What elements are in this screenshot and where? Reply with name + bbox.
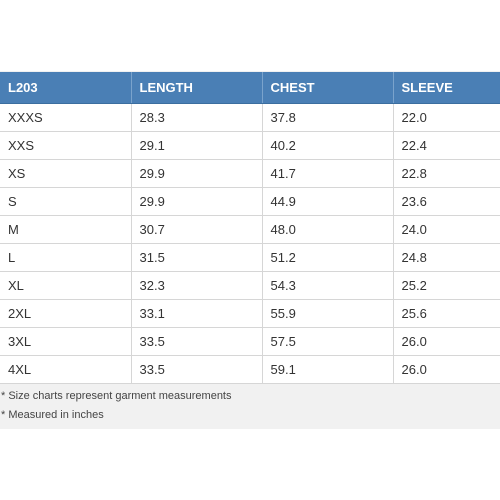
size-cell: XXS — [0, 131, 132, 160]
table-row: XXS 29.1 40.2 22.4 — [0, 131, 500, 160]
size-cell: M — [0, 215, 132, 244]
header-chest: CHEST — [262, 72, 394, 104]
header-length: LENGTH — [131, 72, 263, 104]
header-style-code: L203 — [0, 72, 132, 104]
length-cell: 29.9 — [131, 159, 263, 188]
table-row: XL 32.3 54.3 25.2 — [0, 271, 500, 300]
chest-cell: 40.2 — [262, 131, 394, 160]
chest-cell: 44.9 — [262, 187, 394, 216]
table-row: S 29.9 44.9 23.6 — [0, 187, 500, 216]
table-row: 3XL 33.5 57.5 26.0 — [0, 327, 500, 356]
sleeve-cell: 22.8 — [393, 159, 500, 188]
sleeve-cell: 25.6 — [393, 299, 500, 328]
chest-cell: 51.2 — [262, 243, 394, 272]
length-cell: 28.3 — [131, 103, 263, 132]
size-cell: XS — [0, 159, 132, 188]
sleeve-cell: 22.0 — [393, 103, 500, 132]
length-cell: 33.5 — [131, 355, 263, 384]
chest-cell: 37.8 — [262, 103, 394, 132]
length-cell: 31.5 — [131, 243, 263, 272]
size-chart-notes: * Size charts represent garment measurem… — [0, 387, 500, 425]
length-cell: 29.1 — [131, 131, 263, 160]
size-cell: XXXS — [0, 103, 132, 132]
table-header-row: L203 LENGTH CHEST SLEEVE — [0, 72, 500, 104]
chest-cell: 48.0 — [262, 215, 394, 244]
sleeve-cell: 23.6 — [393, 187, 500, 216]
table-row: XXXS 28.3 37.8 22.0 — [0, 103, 500, 132]
table-row: M 30.7 48.0 24.0 — [0, 215, 500, 244]
size-chart-table: L203 LENGTH CHEST SLEEVE XXXS 28.3 37.8 … — [0, 72, 500, 384]
header-sleeve: SLEEVE — [393, 72, 500, 104]
sleeve-cell: 26.0 — [393, 327, 500, 356]
size-cell: 4XL — [0, 355, 132, 384]
chest-cell: 59.1 — [262, 355, 394, 384]
size-cell: S — [0, 187, 132, 216]
chest-cell: 55.9 — [262, 299, 394, 328]
sleeve-cell: 22.4 — [393, 131, 500, 160]
sleeve-cell: 26.0 — [393, 355, 500, 384]
table-row: 4XL 33.5 59.1 26.0 — [0, 355, 500, 384]
sleeve-cell: 24.0 — [393, 215, 500, 244]
length-cell: 33.1 — [131, 299, 263, 328]
length-cell: 33.5 — [131, 327, 263, 356]
note-measured-in-inches: * Measured in inches — [1, 409, 104, 421]
table-row: L 31.5 51.2 24.8 — [0, 243, 500, 272]
size-cell: 3XL — [0, 327, 132, 356]
chest-cell: 54.3 — [262, 271, 394, 300]
chest-cell: 41.7 — [262, 159, 394, 188]
size-cell: 2XL — [0, 299, 132, 328]
note-garment-measurements: * Size charts represent garment measurem… — [1, 390, 232, 402]
length-cell: 32.3 — [131, 271, 263, 300]
size-cell: XL — [0, 271, 132, 300]
chest-cell: 57.5 — [262, 327, 394, 356]
table-row: XS 29.9 41.7 22.8 — [0, 159, 500, 188]
size-cell: L — [0, 243, 132, 272]
table-row: 2XL 33.1 55.9 25.6 — [0, 299, 500, 328]
sleeve-cell: 24.8 — [393, 243, 500, 272]
length-cell: 30.7 — [131, 215, 263, 244]
length-cell: 29.9 — [131, 187, 263, 216]
sleeve-cell: 25.2 — [393, 271, 500, 300]
